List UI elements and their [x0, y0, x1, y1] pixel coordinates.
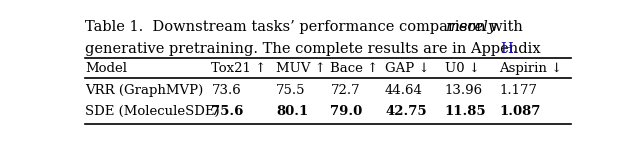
Text: generative pretraining. The complete results are in Appendix: generative pretraining. The complete res… [85, 42, 545, 56]
Text: Model: Model [85, 62, 127, 75]
Text: Aspirin ↓: Aspirin ↓ [499, 62, 563, 75]
Text: 1.087: 1.087 [499, 105, 541, 118]
Text: SDE (MoleculeSDE): SDE (MoleculeSDE) [85, 105, 220, 118]
Text: Bace ↑: Bace ↑ [330, 62, 379, 75]
Text: 11.85: 11.85 [445, 105, 486, 118]
Text: 73.6: 73.6 [211, 84, 241, 97]
Text: 75.6: 75.6 [211, 105, 244, 118]
Text: 13.96: 13.96 [445, 84, 483, 97]
Text: Table 1.  Downstream tasks’ performance comparison with: Table 1. Downstream tasks’ performance c… [85, 20, 527, 34]
Text: merely: merely [446, 20, 497, 34]
Text: 75.5: 75.5 [276, 84, 305, 97]
Text: 80.1: 80.1 [276, 105, 308, 118]
Text: GAP ↓: GAP ↓ [385, 62, 429, 75]
Text: VRR (GraphMVP): VRR (GraphMVP) [85, 84, 204, 97]
Text: 79.0: 79.0 [330, 105, 363, 118]
Text: 42.75: 42.75 [385, 105, 427, 118]
Text: 44.64: 44.64 [385, 84, 423, 97]
Text: H.: H. [500, 42, 518, 56]
Text: U0 ↓: U0 ↓ [445, 62, 479, 75]
Text: MUV ↑: MUV ↑ [276, 62, 326, 75]
Text: 1.177: 1.177 [499, 84, 537, 97]
Text: 72.7: 72.7 [330, 84, 360, 97]
Text: Tox21 ↑: Tox21 ↑ [211, 62, 267, 75]
